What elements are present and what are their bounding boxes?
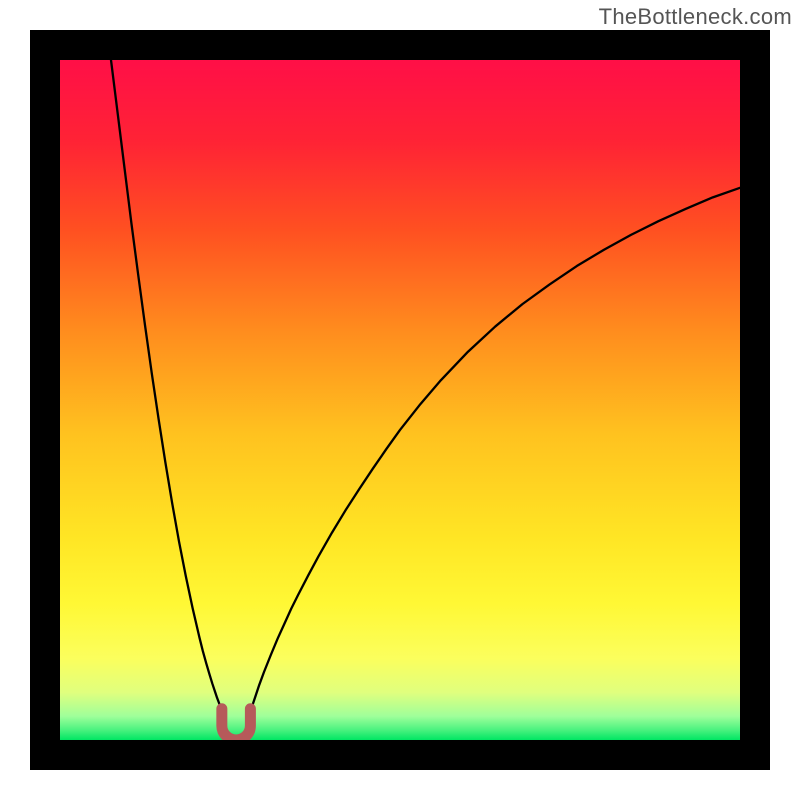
chart-root: TheBottleneck.com xyxy=(0,0,800,800)
watermark-text: TheBottleneck.com xyxy=(599,4,792,30)
bottleneck-chart xyxy=(0,0,800,800)
